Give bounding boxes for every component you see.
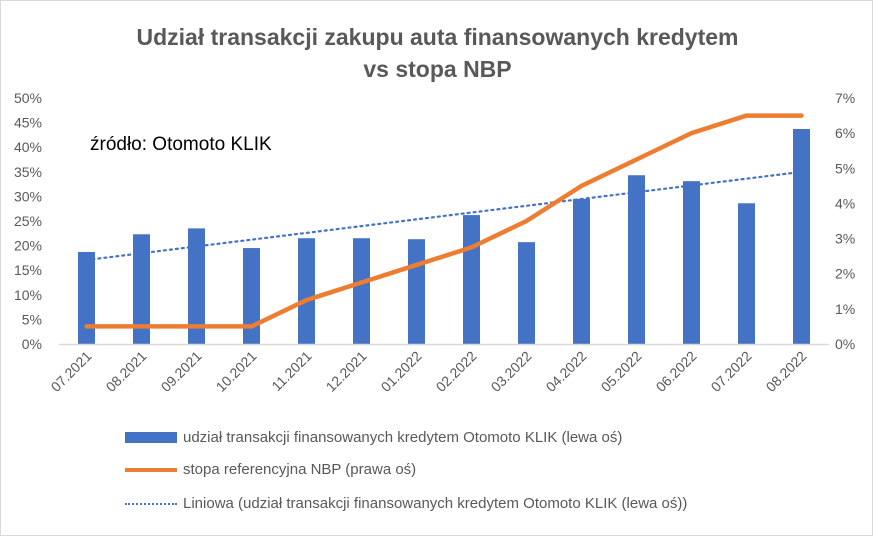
left-axis-tick-label: 45% [14,115,42,131]
right-axis-tick-label: 7% [835,90,855,106]
left-axis-tick-label: 5% [22,311,42,327]
x-axis-tick-label: 03.2022 [488,348,535,395]
legend-item-bars: udział transakcji finansowanych kredytem… [125,429,622,446]
x-axis-tick-label: 08.2022 [763,348,810,395]
legend-label-nbp: stopa referencyjna NBP (prawa oś) [183,461,417,478]
x-axis-tick-label: 01.2022 [378,348,425,395]
right-axis-tick-label: 6% [835,125,855,141]
bar [408,239,425,344]
right-axis-tick-label: 1% [835,301,855,317]
right-axis-tick-label: 3% [835,231,855,247]
chart-title: Udział transakcji zakupu auta finansowan… [1,21,872,85]
bar [353,238,370,344]
left-axis-tick-label: 25% [14,213,42,229]
bar [793,128,810,344]
x-axis-tick-label: 11.2021 [268,348,315,395]
x-axis-tick-label: 12.2021 [323,348,370,395]
left-axis-tick-label: 15% [14,262,42,278]
source-annotation: źródło: Otomoto KLIK [90,134,272,155]
bar [298,238,315,344]
bar [683,181,700,344]
x-axis-tick-label: 07.2021 [48,348,95,395]
x-axis-tick-label: 07.2022 [708,348,755,395]
chart-title-line-2: vs stopa NBP [363,56,512,82]
right-axis-tick-label: 4% [835,195,855,211]
left-axis-tick-label: 35% [14,164,42,180]
bar [573,198,590,344]
legend-label-trend: Liniowa (udział transakcji finansowanych… [183,495,688,512]
left-axis-tick-label: 0% [22,336,42,352]
bar [78,251,95,344]
legend-label-bars: udział transakcji finansowanych kredytem… [183,429,623,446]
x-axis-tick-label: 02.2022 [433,348,480,395]
x-axis-tick-label: 05.2022 [598,348,645,395]
x-axis-tick-label: 04.2022 [543,348,590,395]
x-axis-tick-label: 10.2021 [213,348,260,395]
right-axis-tick-label: 2% [835,266,855,282]
left-axis-tick-label: 40% [14,139,42,155]
left-axis-tick-label: 30% [14,188,42,204]
right-axis-tick-label: 0% [835,336,855,352]
right-axis-tick-label: 5% [835,160,855,176]
x-axis-tick-label: 06.2022 [653,348,700,395]
x-axis-tick-label: 09.2021 [158,348,205,395]
legend-item-trend: Liniowa (udział transakcji finansowanych… [125,495,687,512]
legend-swatch-bar [125,432,177,443]
left-axis-tick-label: 50% [14,90,42,106]
legend-swatch-trend [125,502,177,505]
left-axis-tick-label: 20% [14,238,42,254]
bar [188,228,205,344]
trendline [85,170,803,262]
bar [463,215,480,344]
legend-item-nbp: stopa referencyjna NBP (prawa oś) [125,461,416,478]
left-axis-tick-label: 10% [14,287,42,303]
bar [243,248,260,344]
bar [518,242,535,344]
legend-swatch-line [125,467,177,472]
bar [738,203,755,344]
x-axis-tick-label: 08.2021 [103,348,150,395]
bar [133,234,150,344]
nbp-rate-line [84,113,804,329]
bar [628,175,645,344]
chart-title-line-1: Udział transakcji zakupu auta finansowan… [136,24,739,50]
